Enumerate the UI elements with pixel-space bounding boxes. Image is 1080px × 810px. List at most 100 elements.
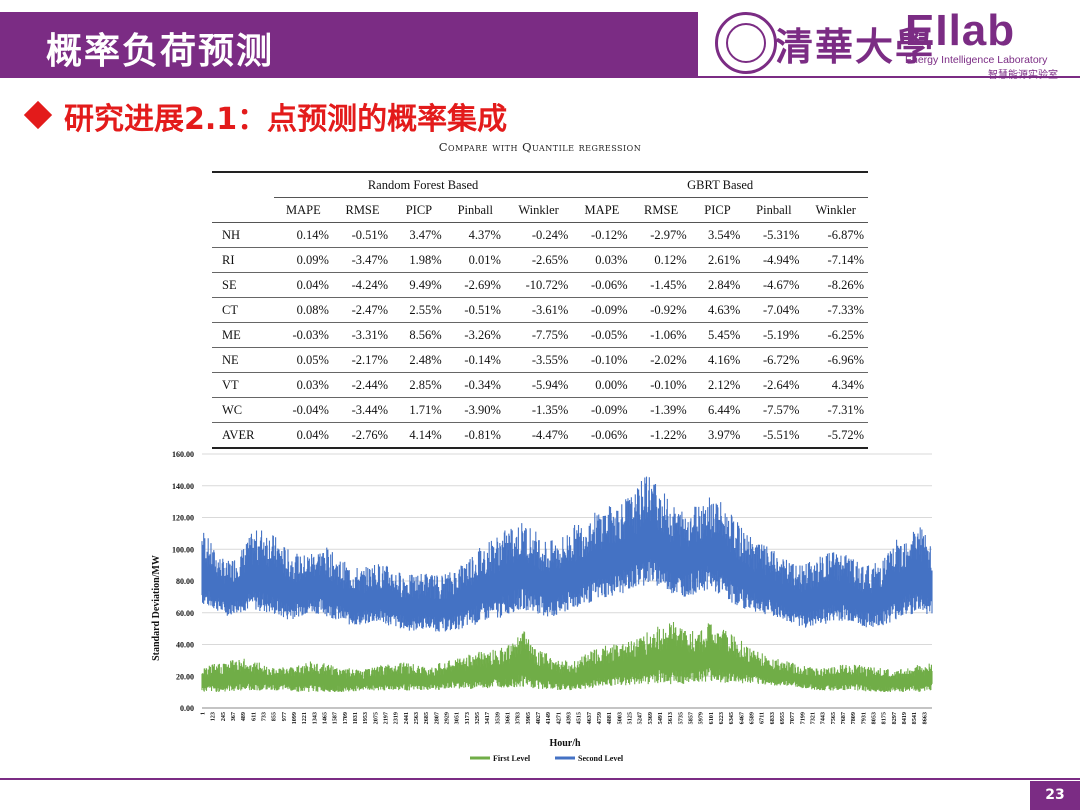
column-header: PICP — [690, 197, 745, 223]
table-cell: -1.39% — [631, 397, 691, 423]
x-tick-label: 1587 — [332, 712, 339, 724]
table-cell: -0.24% — [504, 222, 573, 248]
table-cell: -0.34% — [445, 372, 505, 398]
x-tick-label: 1831 — [352, 712, 359, 724]
table-cell: -0.51% — [445, 297, 505, 323]
column-header: MAPE — [273, 197, 333, 223]
x-tick-label: 489 — [240, 712, 247, 721]
table-cell: -7.04% — [744, 297, 804, 323]
x-tick-label: 2319 — [393, 712, 400, 724]
table-cell: -2.47% — [332, 297, 393, 323]
column-header: Winkler — [803, 197, 868, 223]
x-tick-label: 2197 — [383, 712, 390, 724]
slide-title: 概率负荷预测 — [46, 31, 275, 72]
std-deviation-chart: 0.00 20.00 40.00 60.00 80.00 100.00 120.00 140.… — [151, 450, 933, 763]
table-cell: -2.76% — [332, 422, 393, 449]
table-cell: -0.09% — [572, 297, 632, 323]
legend-label: Second Level — [578, 754, 624, 763]
table-cell: -0.03% — [273, 322, 333, 348]
x-tick-label: 4027 — [535, 712, 542, 724]
y-tick-label: 40.00 — [176, 641, 194, 650]
x-tick-label: 5369 — [647, 712, 654, 724]
chart-series-bands — [201, 476, 933, 693]
series-second-level — [201, 476, 933, 632]
x-tick-label: 7931 — [860, 712, 867, 724]
table-cell: 1.98% — [392, 247, 446, 273]
table-cell: 2.84% — [690, 272, 745, 298]
table-row: ME -0.03% -3.31% 8.56% -3.26% -7.75% -0.05% -1.… — [212, 322, 868, 348]
row-label: SE — [212, 272, 274, 298]
table-row: RI 0.09% -3.47% 1.98% 0.01% -2.65% 0.03% 0.12% 2… — [212, 247, 868, 273]
x-tick-label: 6223 — [718, 712, 725, 724]
table-cell: -3.44% — [332, 397, 393, 423]
table-cell: 0.09% — [273, 247, 333, 273]
corner-cell — [212, 171, 274, 198]
y-tick-label: 120.00 — [172, 514, 194, 523]
x-tick-label: 2807 — [433, 712, 440, 724]
x-axis-label: Hour/h — [549, 738, 581, 749]
y-tick-label: 80.00 — [176, 577, 194, 586]
x-tick-label: 611 — [250, 712, 257, 721]
group-header-rf: Random Forest Based — [273, 171, 573, 198]
x-tick-label: 6101 — [708, 712, 715, 724]
y-tick-label: 20.00 — [176, 672, 194, 681]
table-cell: -1.35% — [504, 397, 573, 423]
university-logo-text: 清華大學 — [775, 24, 936, 69]
x-tick-label: 5125 — [627, 712, 634, 724]
table-cell: -3.55% — [504, 347, 573, 373]
x-tick-label: 1465 — [322, 712, 329, 724]
table-cell: -6.25% — [803, 322, 868, 348]
table-cell: -5.51% — [744, 422, 804, 449]
table-cell: -8.26% — [803, 272, 868, 298]
x-tick-label: 5003 — [616, 712, 623, 724]
section-heading-text: 研究进展2.1：点预测的概率集成 — [64, 102, 508, 137]
table-cell: -1.06% — [631, 322, 691, 348]
x-tick-label: 1 — [200, 712, 207, 715]
table-cell: -0.14% — [445, 347, 505, 373]
table-cell: -2.97% — [631, 222, 691, 248]
x-tick-label: 4393 — [566, 712, 573, 724]
x-tick-label: 2563 — [413, 712, 420, 724]
table-cell: 3.97% — [690, 422, 745, 449]
x-tick-label: 733 — [261, 712, 268, 721]
x-tick-label: 8541 — [911, 712, 918, 724]
x-tick-label: 4149 — [545, 712, 552, 724]
table-cell: 0.08% — [273, 297, 333, 323]
x-tick-label: 2441 — [403, 712, 410, 724]
x-tick-label: 7565 — [830, 712, 837, 724]
y-tick-label: 160.00 — [172, 450, 194, 459]
x-tick-label: 2075 — [372, 712, 379, 724]
header-divider — [0, 76, 1080, 78]
table-cell: -0.10% — [631, 372, 691, 398]
table-cell: -3.31% — [332, 322, 393, 348]
column-header: MAPE — [572, 197, 632, 223]
table-cell: -0.51% — [332, 222, 393, 248]
footer-divider — [0, 778, 1080, 780]
tsinghua-emblem-icon — [715, 12, 777, 74]
header-bar: 概率负荷预测 — [0, 12, 698, 76]
table-cell: 3.47% — [392, 222, 446, 248]
x-tick-label: 4515 — [576, 712, 583, 724]
table-cell: -0.06% — [572, 272, 632, 298]
legend-label: First Level — [493, 754, 531, 763]
x-tick-label: 6833 — [769, 712, 776, 724]
table-cell: -6.72% — [744, 347, 804, 373]
x-tick-label: 7687 — [840, 712, 847, 724]
table-cell: 4.16% — [690, 347, 745, 373]
x-tick-label: 245 — [220, 712, 227, 721]
table-cell: -0.04% — [273, 397, 333, 423]
x-tick-label: 7809 — [850, 712, 857, 724]
table-cell: -6.87% — [803, 222, 868, 248]
table-cell: 5.45% — [690, 322, 745, 348]
table-cell: -6.96% — [803, 347, 868, 373]
table-cell: 3.54% — [690, 222, 745, 248]
table-cell: 4.14% — [392, 422, 446, 449]
x-tick-label: 6955 — [779, 712, 786, 724]
x-tick-label: 1221 — [301, 712, 308, 724]
x-tick-label: 2929 — [444, 712, 451, 724]
table-cell: -0.10% — [572, 347, 632, 373]
x-tick-label: 1343 — [311, 712, 318, 724]
section-heading: 研究进展2.1：点预测的概率集成 — [23, 94, 508, 138]
table-cell: 0.04% — [273, 272, 333, 298]
table-cell: 0.12% — [631, 247, 691, 273]
